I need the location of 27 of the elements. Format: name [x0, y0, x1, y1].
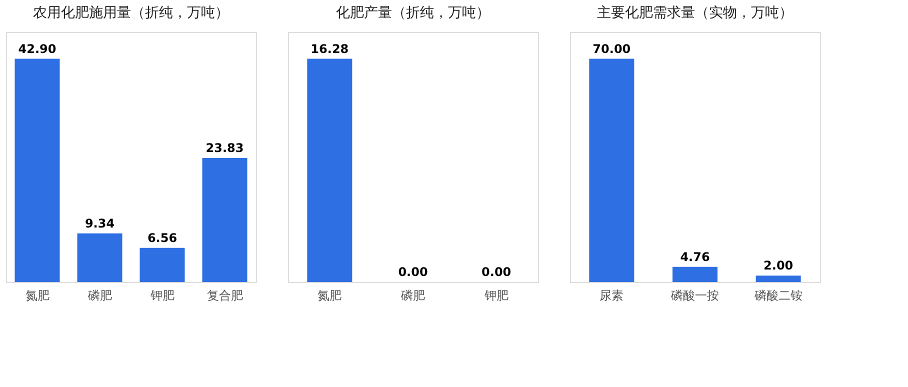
chart-title: 化肥产量（折纯，万吨）: [336, 5, 490, 21]
bar: [202, 158, 248, 282]
data-label: 4.76: [680, 250, 710, 264]
bar: [140, 248, 185, 282]
x-tick-label: 复合肥: [206, 288, 243, 302]
data-label: 70.00: [592, 42, 631, 56]
x-tick-label: 钾肥: [483, 288, 508, 302]
x-tick-label: 磷酸一按: [670, 288, 719, 302]
x-tick-label: 尿素: [600, 288, 624, 302]
x-tick-label: 钾肥: [149, 288, 174, 302]
data-label: 42.90: [18, 42, 56, 56]
data-label: 0.00: [398, 265, 428, 279]
x-tick-label: 磷酸二铵: [753, 288, 802, 302]
bar: [14, 58, 60, 282]
x-tick-label: 氮肥: [318, 288, 342, 302]
data-label: 0.00: [482, 265, 512, 279]
data-label: 9.34: [84, 216, 115, 230]
x-tick-label: 磷肥: [400, 288, 425, 302]
x-tick-label: 磷肥: [86, 288, 112, 302]
chart-title: 农用化肥施用量（折纯，万吨）: [33, 5, 229, 21]
chart-title: 主要化肥需求量（实物，万吨）: [597, 5, 793, 21]
x-tick-label: 氮肥: [25, 288, 50, 302]
bar: [77, 233, 122, 282]
data-label: 16.28: [310, 42, 349, 56]
data-label: 2.00: [764, 258, 794, 273]
data-label: 6.56: [147, 230, 178, 245]
data-label: 23.83: [206, 141, 244, 156]
